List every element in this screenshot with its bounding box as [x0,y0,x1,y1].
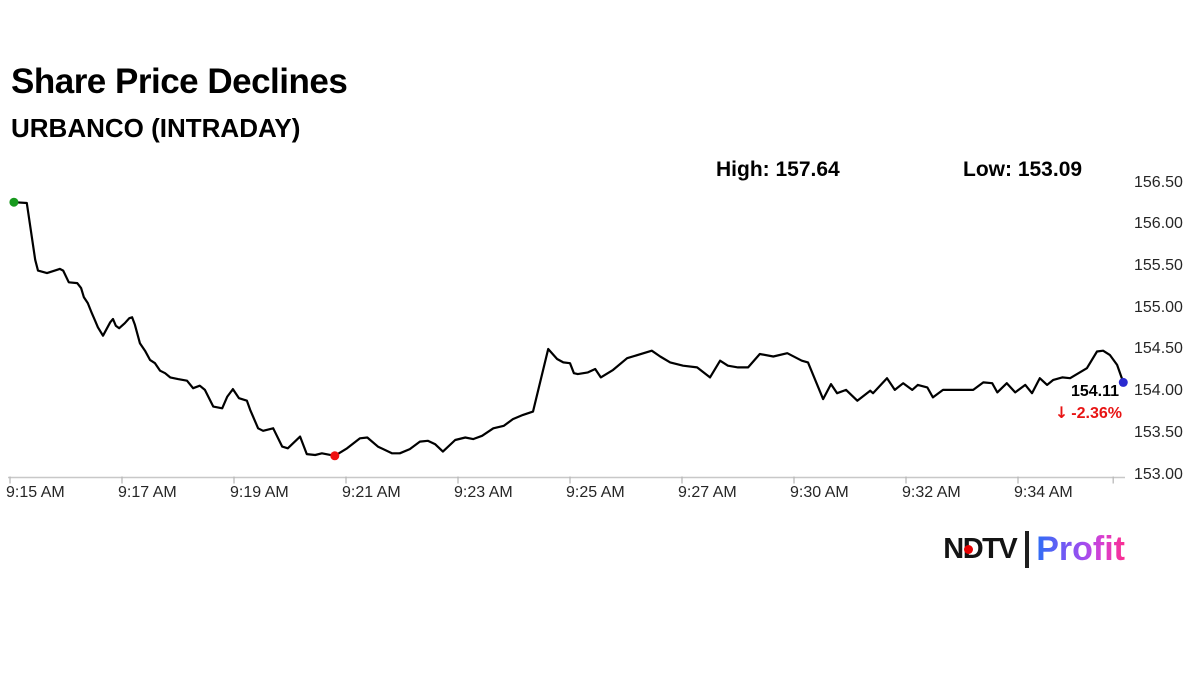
y-tick-label: 156.50 [1134,173,1183,191]
low-marker [330,451,340,461]
y-tick-label: 153.50 [1134,423,1183,441]
profit-wordmark: Profit [1036,530,1125,568]
x-tick-label: 9:17 AM [118,484,177,501]
price-line [12,201,1125,457]
x-tick-label: 9:34 AM [1014,484,1073,501]
y-tick-label: 155.50 [1134,256,1183,274]
x-tick-label: 9:23 AM [454,484,513,501]
y-tick-label: 154.00 [1134,382,1183,400]
last-price-marker [1118,377,1128,387]
chart-subtitle: URBANCO (INTRADAY) [11,113,301,143]
x-tick-label: 9:19 AM [230,484,289,501]
down-arrow-icon: ↓ [1054,403,1069,422]
ndtv-red-dot-icon [963,544,973,554]
change-percent: -2.36% [1071,405,1122,422]
y-tick-label: 153.00 [1134,465,1183,483]
x-tick-label: 9:27 AM [678,484,737,501]
x-tick-label: 9:32 AM [902,484,961,501]
last-price-label: 154.11 [1070,383,1119,400]
y-tick-label: 155.00 [1134,298,1183,316]
x-tick-label: 9:25 AM [566,484,625,501]
low-stat: Low: 153.09 [963,158,1083,181]
high-stat: High: 157.64 [716,158,840,181]
ndtv-profit-logo: NDTV Profit [943,528,1125,570]
start-marker [9,197,19,207]
x-tick-label: 9:15 AM [6,484,65,501]
page-title: Share Price Declines [11,62,348,101]
logo-separator [1025,530,1030,568]
change-label: ↓ -2.36% [1055,403,1122,423]
x-tick-label: 9:30 AM [790,484,849,501]
y-tick-label: 156.00 [1134,215,1183,233]
ndtv-wordmark: NDTV [943,532,1017,565]
x-tick-label: 9:21 AM [342,484,401,501]
y-tick-label: 154.50 [1134,340,1183,358]
